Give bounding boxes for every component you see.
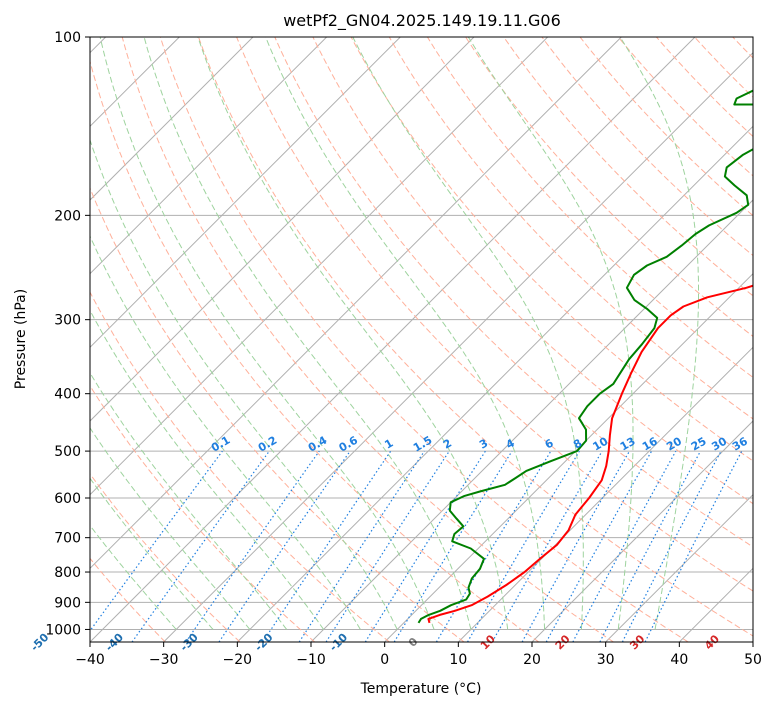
x-tick-label: −30 [149,652,179,668]
dry-adiabat-line [388,37,753,420]
isotherm-line [752,641,753,642]
isotherm-line [236,125,753,642]
x-tick-label: 50 [744,652,762,668]
dry-adiabat-line [90,557,166,642]
dewpoint-profile [417,89,753,624]
mixing-ratio-line [218,450,351,642]
isotherm-line [384,272,753,642]
mixing-ratio-line [298,450,425,642]
dry-adiabat-line [159,37,689,642]
x-axis: −40 −30 −20 −10 0 10 20 30 40 50 [75,642,762,668]
y-tick-label: 400 [54,387,81,403]
isotherm-line [531,420,753,642]
moist-adiabat-line [90,371,288,630]
mixing-ratio-line [521,450,631,642]
mixing-ratio-line [325,450,450,642]
profile-lines [417,89,753,624]
dry-adiabat-line [90,472,241,642]
mixing-ratio-line [131,450,270,642]
isotherm-line [163,51,753,642]
moist-adiabat-line [90,235,361,630]
y-tick-label: 300 [54,313,81,329]
y-axis: 1000 900 800 700 600 500 400 300 200 100 [45,30,90,638]
dry-adiabat-line [274,37,753,548]
dry-adiabat-line [503,37,753,297]
dry-adiabat-line [465,37,753,338]
mixing-ratio-line [90,450,223,632]
dry-adiabat-line [771,37,775,642]
x-tick-label: 40 [670,652,688,668]
isotherm-line [90,37,475,422]
moist-adiabat-line [197,37,509,630]
dry-adiabat-line [312,37,753,505]
dry-adiabat-line [90,384,316,642]
y-tick-label: 700 [54,531,81,547]
x-tick-label: −10 [296,652,326,668]
x-axis-label: Temperature (°C) [360,681,482,697]
x-tick-label: −40 [75,652,105,668]
dry-adiabat-line [90,59,540,642]
y-tick-label: 600 [54,491,81,507]
x-tick-label: 20 [523,652,541,668]
plot-frame [89,36,754,643]
mixing-ratio-line [545,450,653,642]
mixing-ratio-line [262,450,392,642]
x-tick-label: 0 [380,652,389,668]
isotherm-line [90,37,696,642]
dry-adiabat-line [198,37,753,637]
isotherm-line [90,37,401,349]
dry-adiabat-line [121,37,614,642]
y-tick-label: 200 [54,208,81,224]
dry-adiabat-line [350,37,753,462]
isotherm-line [310,199,753,642]
moist-adiabat-line [99,37,435,630]
reference-lines [90,37,775,642]
y-axis-label: Pressure (hPa) [13,289,29,389]
plot-background [90,37,753,642]
isotherm-line [90,37,622,570]
temperature-profile [427,284,753,624]
moist-adiabat-line [90,427,251,630]
moist-adiabat-line [90,477,214,630]
moist-adiabat-line [90,524,177,630]
y-tick-label: 500 [54,444,81,460]
moist-adiabat-line [619,37,699,630]
isotherm-line [605,493,753,642]
moist-adiabat-line [352,37,584,630]
moist-adiabat-line [90,138,398,630]
isotherm-line [90,37,549,496]
y-tick-label: 1000 [45,622,81,638]
mixing-ratio-line [185,450,320,642]
isotherm-line [90,37,328,275]
y-tick-label: 100 [54,30,81,46]
dry-adiabat-line [90,291,390,642]
moist-adiabat-line [265,37,546,630]
mixing-ratio-line [644,450,743,642]
x-tick-label: −20 [223,652,253,668]
dry-adiabat-line [236,37,753,592]
isotherm-line [90,37,254,201]
x-tick-label: 30 [597,652,615,668]
mixing-ratio-line [572,450,677,642]
dry-adiabat-line [90,186,465,642]
chart-title: wetPf2_GN04.2025.149.19.11.G06 [283,11,561,31]
y-tick-label: 900 [54,595,81,611]
y-tick-label: 800 [54,565,81,581]
moist-adiabat-line [467,37,634,630]
mixing-ratio-line [393,450,513,642]
x-tick-label: 10 [449,652,467,668]
